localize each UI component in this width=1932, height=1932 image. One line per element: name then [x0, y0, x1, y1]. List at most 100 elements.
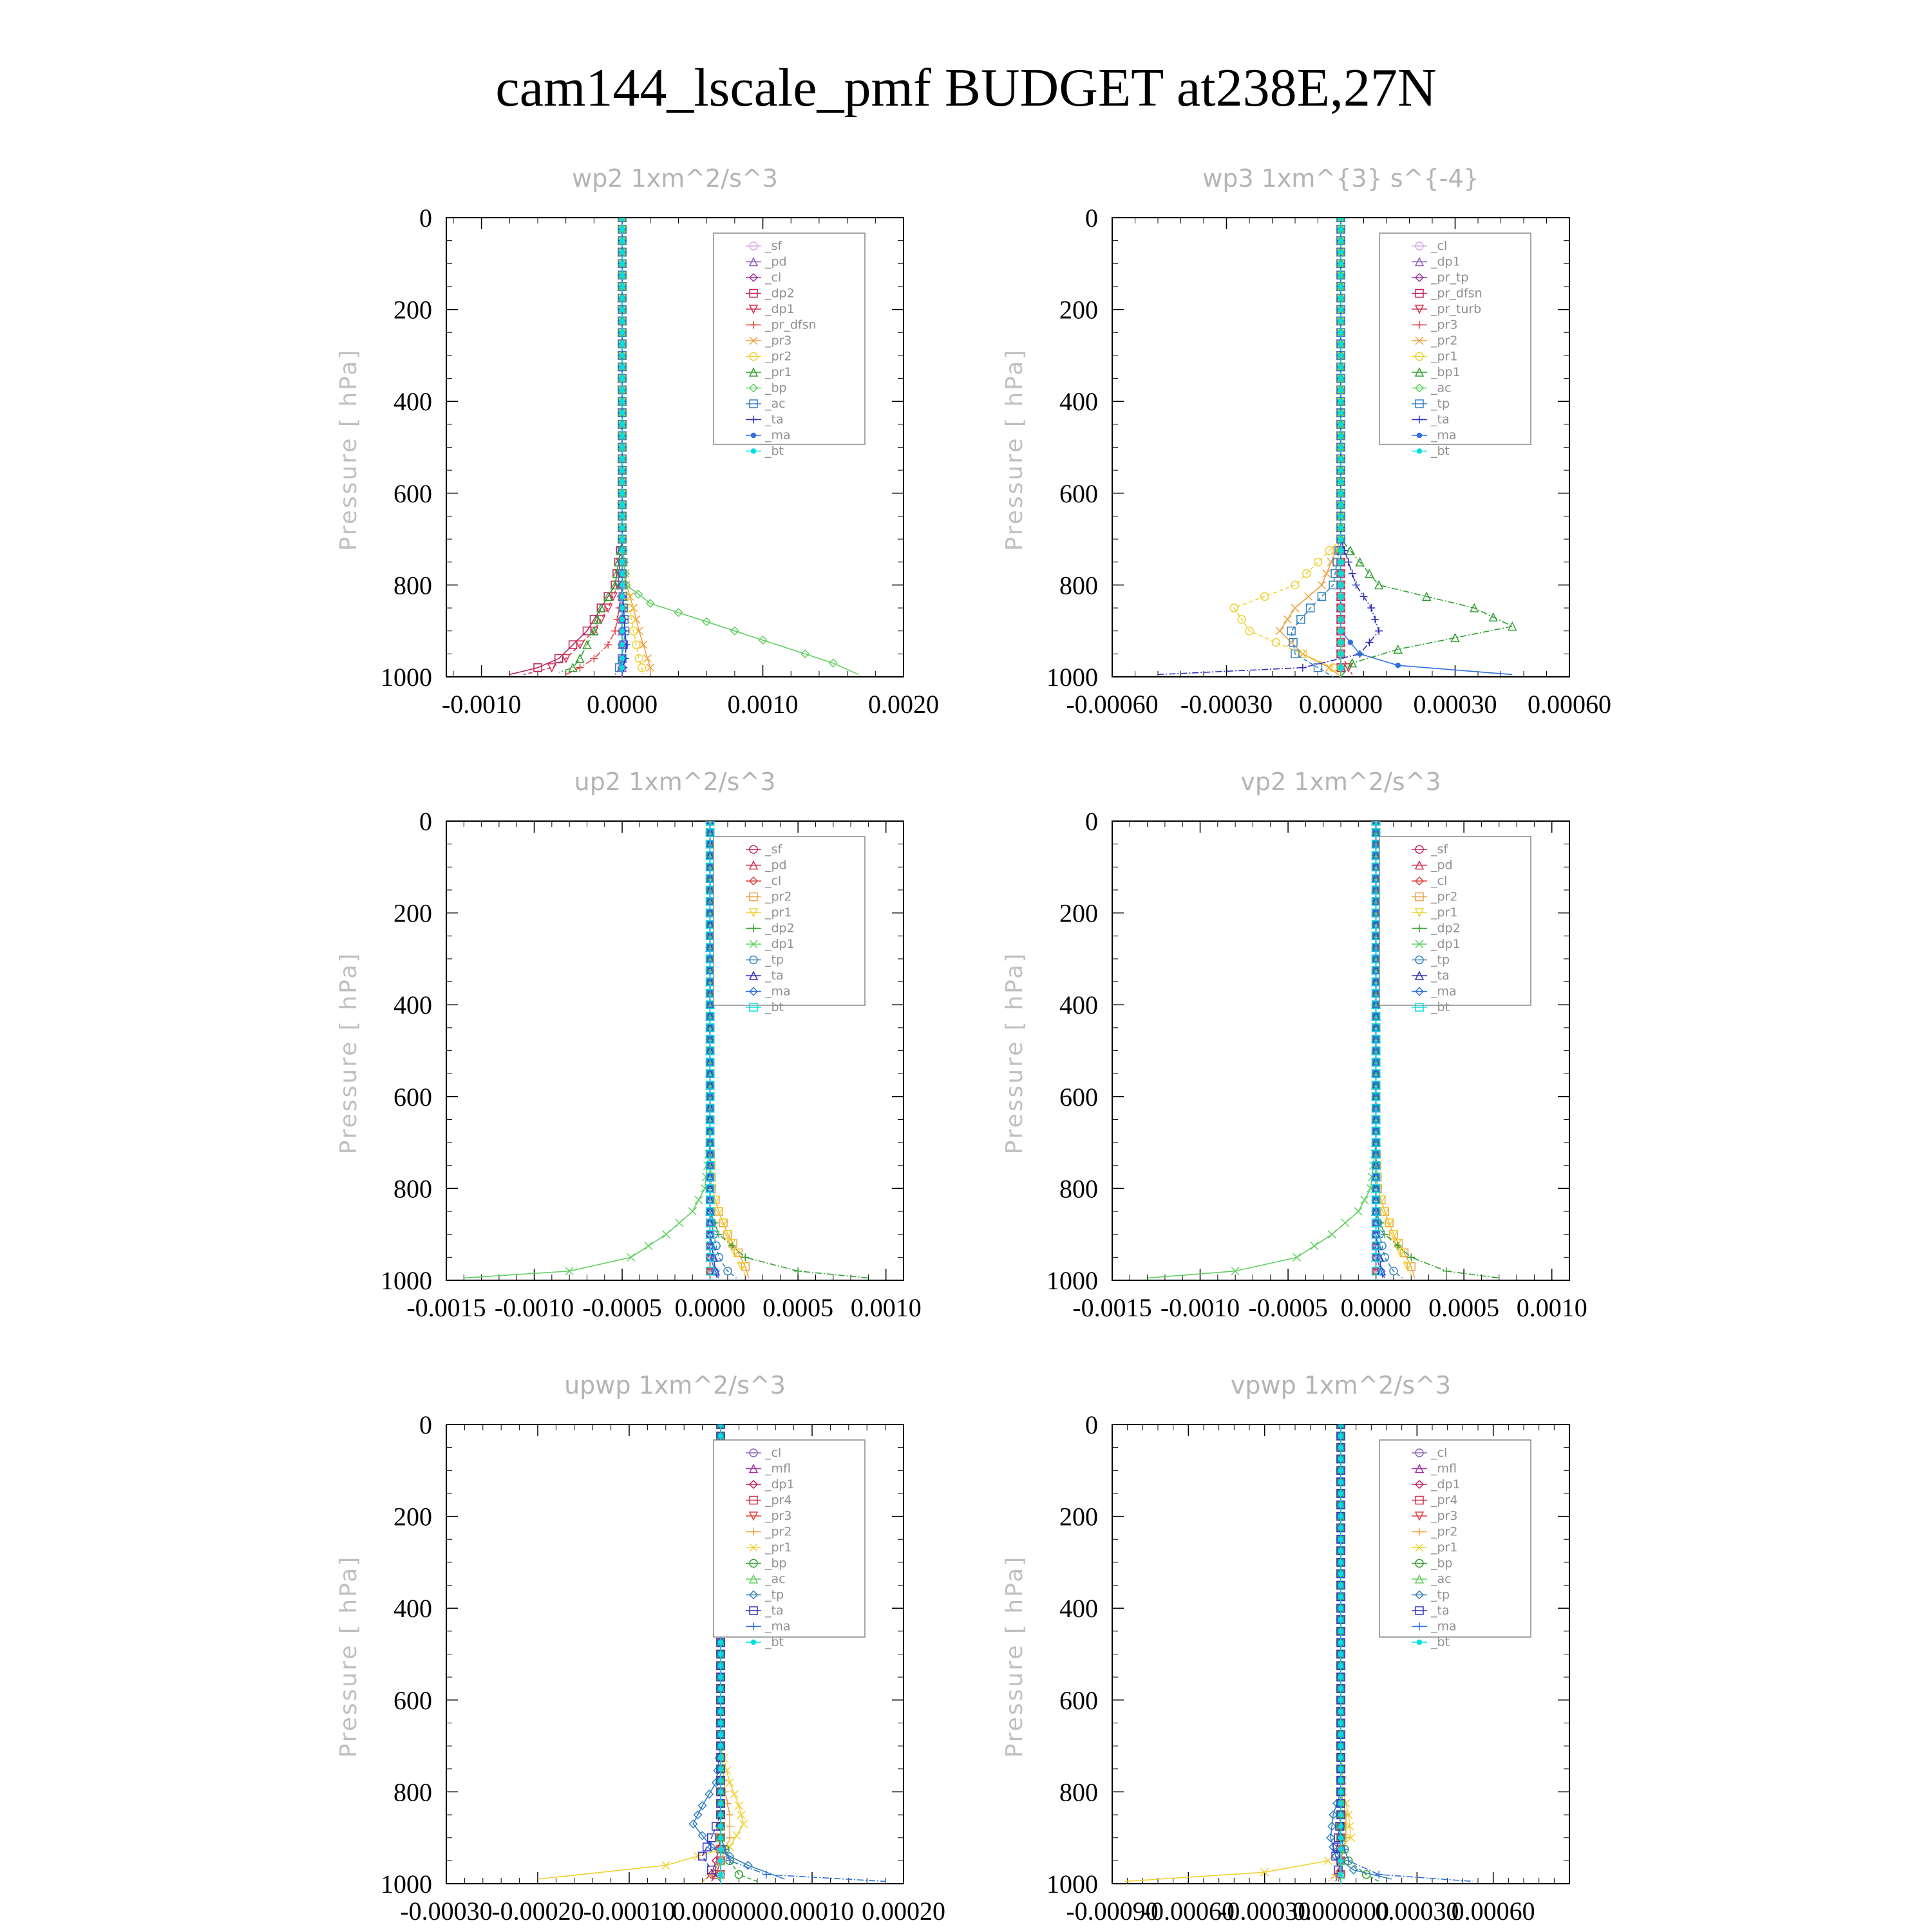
series-line_bp [1340, 1425, 1379, 1882]
data-point_bt [1338, 1468, 1344, 1473]
data-point_bt [1338, 421, 1344, 428]
legend-marker [1415, 336, 1424, 345]
data-point_bt [705, 1184, 715, 1193]
data-point_ta [1348, 569, 1356, 578]
data-point_pr_dfsn [611, 627, 620, 635]
y-tick-label: 800 [1059, 1174, 1098, 1203]
series-line_pr1 [558, 218, 623, 673]
data-point_bt [1338, 1777, 1344, 1783]
series-line_dp1 [523, 218, 623, 676]
data-point_pr_dfsn [604, 641, 612, 649]
data-point_bt [717, 1800, 724, 1806]
legend-box [1379, 1439, 1531, 1638]
data-point_pr2 [629, 626, 638, 636]
x-tick-label: 0.0000 [587, 690, 658, 719]
data-point_pr1 [1260, 592, 1269, 601]
legend-marker [1415, 845, 1424, 854]
data-point_bt [705, 1069, 715, 1078]
data-point_pr2 [726, 1833, 734, 1842]
data-point_bt [1371, 1046, 1381, 1056]
data-point_bt [619, 593, 625, 600]
data-point_bt [619, 605, 625, 611]
data-point_bt [619, 478, 625, 485]
data-point_bt [619, 410, 625, 416]
y-tick-label: 1000 [381, 1870, 432, 1899]
data-point_pr1 [1237, 615, 1246, 624]
legend-label: _bt [764, 1000, 784, 1014]
data-point_pr1 [1313, 558, 1323, 567]
legend-marker [748, 272, 759, 283]
y-tick-label: 0 [419, 1410, 432, 1439]
data-point_bt [1338, 547, 1344, 554]
data-point_pr1 [732, 1831, 741, 1840]
data-point_bt [619, 571, 625, 576]
legend-marker [748, 1511, 759, 1521]
y-tick-label: 200 [393, 1502, 432, 1531]
data-point_bt [705, 821, 715, 826]
data-point_bt [1338, 410, 1344, 416]
data-point_tp [1317, 592, 1327, 601]
data-point_bt [1338, 272, 1344, 278]
data-point_tp [1305, 603, 1315, 612]
data-point_dp2 [568, 640, 578, 649]
data-point_bt [705, 1229, 715, 1239]
legend-label: _pr2 [1430, 334, 1457, 348]
data-point_bp [828, 658, 838, 668]
data-point_bt [705, 1253, 715, 1262]
x-tick-label: 0.00030 [1375, 1897, 1459, 1926]
data-point_bt [705, 1241, 715, 1251]
data-point_bt [1338, 536, 1344, 542]
legend-marker [749, 845, 758, 854]
legend-label: _pr_dfsn [764, 318, 817, 332]
legend-marker [1415, 352, 1424, 361]
legend-label: _pr2 [764, 350, 791, 364]
x-tick-label: 0.00060 [1528, 690, 1611, 719]
data-point_pr_dfsn [576, 663, 584, 672]
data-point_bt [619, 307, 625, 312]
legend-marker [749, 1606, 758, 1615]
data-point_bt [1338, 1858, 1344, 1864]
legend-marker [1414, 987, 1425, 996]
data-point_bp1 [1469, 603, 1479, 612]
legend-label: _sf [764, 842, 782, 857]
data-point_pr1 [693, 1852, 703, 1861]
data-point_bt [705, 1034, 715, 1044]
series-line_pr1 [1124, 1425, 1352, 1882]
series-line_dp1 [1147, 821, 1377, 1279]
data-point_bt [717, 1812, 724, 1818]
data-point_dp2 [715, 1230, 723, 1238]
y-tick-label: 600 [1059, 479, 1098, 508]
panel-title: vp2 1xm^2/s^3 [1240, 768, 1441, 796]
data-point_bt [619, 467, 625, 473]
data-point_bt [1338, 1709, 1344, 1714]
data-point_bt [1371, 1023, 1381, 1032]
data-point_pr1 [1260, 1868, 1269, 1877]
data-point_ta [697, 1852, 707, 1861]
data-point_bt [717, 1651, 724, 1657]
data-point_bt [1338, 433, 1344, 439]
x-tick-label: 0.00060 [1452, 1897, 1535, 1926]
y-axis-label: Pressure [ hPa] [336, 1555, 362, 1758]
data-point_bt [705, 1150, 715, 1159]
legend-marker [1415, 955, 1424, 965]
data-point_ma [1375, 1870, 1383, 1879]
legend-marker [1415, 1448, 1424, 1457]
data-point_pr1 [1325, 546, 1334, 555]
data-point_bt [717, 1835, 724, 1841]
data-point_pr1 [589, 626, 599, 636]
data-point_bt [1338, 628, 1344, 634]
data-point_pr1 [723, 1229, 733, 1240]
legend-label: _dp1 [764, 1477, 795, 1492]
legend-marker [1415, 399, 1424, 408]
data-point_ma [1347, 639, 1354, 645]
data-point_bt [717, 1732, 724, 1738]
data-point_bt [717, 1640, 724, 1645]
data-point_dp2 [1381, 1230, 1389, 1238]
y-axis-label: Pressure [ hPa] [1001, 348, 1028, 551]
data-point_bt [1338, 318, 1344, 324]
legend-marker [1416, 448, 1423, 454]
x-tick-label: 0.0000 [675, 1293, 746, 1322]
data-point_pr2 [1291, 603, 1300, 612]
legend-label: _pr_tp [1430, 270, 1468, 285]
